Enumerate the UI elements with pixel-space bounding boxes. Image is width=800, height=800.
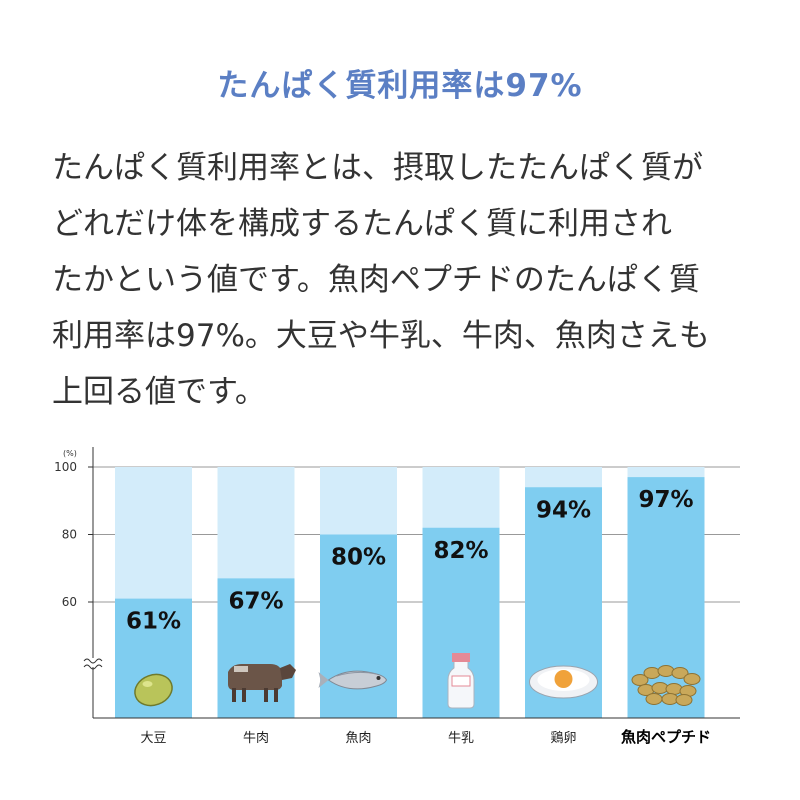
y-axis: (%) [63, 447, 740, 719]
category-label: 鶏卵 [550, 731, 576, 746]
food-icons [134, 653, 701, 709]
description-line: 利用率は97%。大豆や牛乳、牛肉、魚肉さえも [52, 318, 710, 354]
egg-icon [529, 665, 598, 699]
description-line: どれだけ体を構成するたんぱく質に利用され [52, 206, 672, 242]
tick-label: 60 [62, 595, 77, 609]
soybean-icon [134, 673, 173, 707]
page-title: たんぱく質利用率は97% [217, 68, 583, 104]
fish-peptide-granules-icon [631, 665, 701, 706]
value-label: 94% [536, 497, 591, 523]
y-unit-label: (%) [63, 449, 77, 458]
description-text: たんぱく質利用率とは、摂取したたんぱく質が どれだけ体を構成するたんぱく質に利用… [52, 140, 752, 420]
cow-icon [228, 664, 296, 702]
fish-icon [318, 670, 388, 690]
milk-bottle-icon [447, 653, 475, 709]
axis-break-mark [82, 658, 104, 670]
value-label: 80% [331, 545, 386, 571]
description-line: たんぱく質利用率とは、摂取したたんぱく質が [52, 150, 703, 186]
description-line: たかという値です。魚肉ペプチドのたんぱく質 [52, 262, 700, 298]
value-label: 82% [433, 538, 488, 564]
tick-labels: 60 80 100 [54, 460, 77, 609]
category-label: 魚肉 [345, 731, 371, 746]
bars [115, 467, 705, 718]
category-label: 魚肉ペプチド [621, 728, 711, 746]
category-label: 大豆 [140, 731, 166, 746]
category-label: 牛乳 [448, 731, 474, 746]
bar [217, 578, 295, 718]
description-line: 上回る値です。 [52, 374, 266, 410]
value-label: 97% [638, 487, 693, 513]
category-label: 牛肉 [243, 731, 269, 746]
value-label: 61% [126, 609, 181, 635]
category-labels: 61% 大豆 67% 牛肉 80% 魚肉 82% 牛乳 94% 鶏卵 97% 魚肉ペプチド [126, 487, 711, 746]
tick-label: 100 [54, 460, 77, 474]
tick-label: 80 [62, 528, 77, 542]
value-label: 67% [228, 588, 283, 614]
